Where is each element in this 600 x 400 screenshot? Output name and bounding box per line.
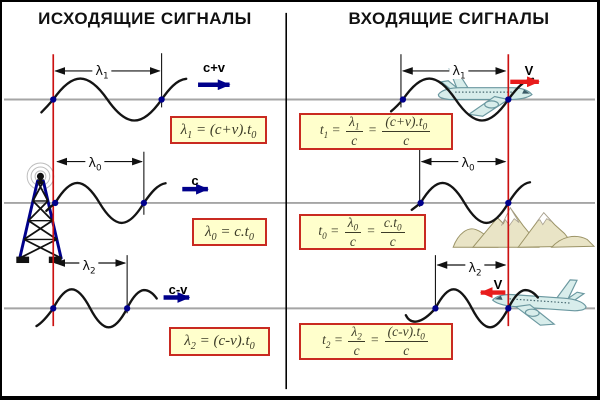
formula-lambda2: λ2 = (c-v).t0 <box>184 333 255 352</box>
formula-box-t2: t2 = λ2 c = (c-v).t0 c <box>299 323 453 360</box>
wave-node-dots <box>50 96 512 312</box>
lambda0-label-incoming: λ0 <box>458 156 478 173</box>
speed-label-c-plus-v: c+v <box>202 60 226 75</box>
diagram-canvas <box>3 12 596 390</box>
airplane-left-icon <box>490 273 589 329</box>
formula-lambda1: λ1 = (c+v).t0 <box>180 121 257 141</box>
wave-outgoing-lambda1 <box>40 77 188 122</box>
incoming-signals-title: ВХОДЯЩИЕ СИГНАЛЫ <box>348 9 550 28</box>
lambda2-label-outgoing: λ2 <box>79 259 99 276</box>
speed-label-c-minus-v: c-v <box>168 282 188 297</box>
formula-box-lambda2: λ2 = (c-v).t0 <box>169 327 270 356</box>
outgoing-signals-title: ИСХОДЯЩИЕ СИГНАЛЫ <box>38 9 252 28</box>
radio-tower-icon <box>16 162 63 264</box>
formula-box-lambda1: λ1 = (c+v).t0 <box>170 116 267 144</box>
formula-box-t1: t1 = λ1 c = (c+v).t0 c <box>299 113 453 150</box>
wave-incoming-lambda1 <box>389 77 535 122</box>
speed-label-c: c <box>191 173 199 188</box>
formula-t0: t0 = λ0 c = c.t0 c <box>318 215 406 249</box>
formula-box-t0: t0 = λ0 c = c.t0 c <box>299 214 426 250</box>
lambda2-label-incoming: λ2 <box>465 261 485 278</box>
lambda1-label-outgoing: λ1 <box>92 64 112 81</box>
formula-box-lambda0: λ0 = c.t0 <box>192 218 267 246</box>
lambda1-label-incoming: λ1 <box>449 64 469 81</box>
formula-t2: t2 = λ2 c = (c-v).t0 c <box>322 324 430 358</box>
speed-arrows <box>163 76 540 303</box>
velocity-label-right: V <box>524 63 534 78</box>
velocity-label-left: V <box>493 277 503 292</box>
formula-lambda0: λ0 = c.t0 <box>205 223 254 243</box>
lambda0-label-outgoing: λ0 <box>85 156 105 173</box>
formula-t1: t1 = λ1 c = (c+v).t0 c <box>320 114 432 148</box>
dimension-ticks <box>126 53 436 314</box>
mountains-icon <box>452 206 596 248</box>
